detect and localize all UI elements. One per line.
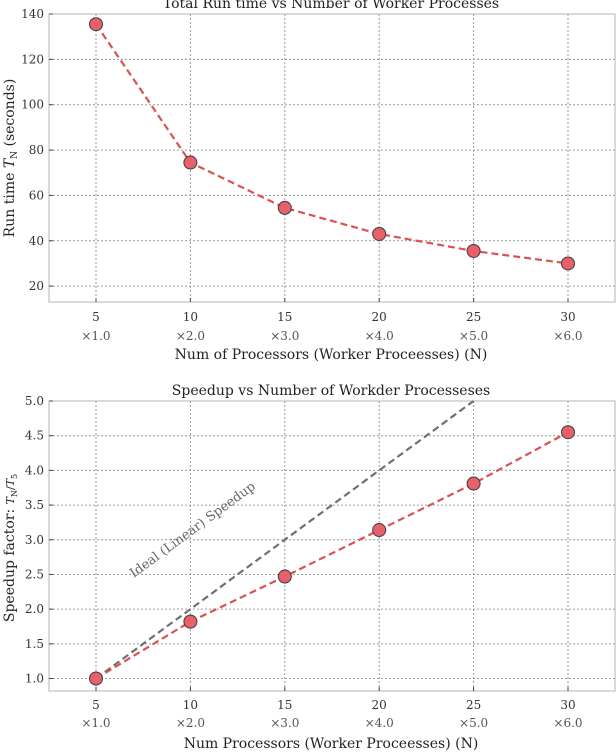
runtime-plot-frame: [48, 13, 616, 303]
speedup-x-tick-label: 5: [92, 698, 100, 712]
ideal-speedup-label: Ideal (Linear) Speedup: [127, 479, 258, 581]
speedup-x-tick-label: 25: [466, 698, 481, 712]
runtime-chart: Total Run time vs Number of Worker Proce…: [2, 0, 616, 363]
speedup-y-tick-label: 3.0: [25, 533, 44, 547]
speedup-y-tick-label: 3.5: [25, 498, 44, 512]
speedup-y-tick-label: 4.0: [25, 463, 44, 477]
runtime-x-tick-sublabel: ×3.0: [270, 329, 299, 343]
runtime-x-tick-sublabel: ×1.0: [81, 329, 110, 343]
runtime-series: [89, 17, 575, 271]
speedup-y-tick-label: 5.0: [25, 394, 44, 408]
speedup-data-point: [183, 614, 198, 629]
runtime-data-point: [89, 17, 103, 32]
speedup-x-tick-sublabel: ×3.0: [270, 716, 299, 730]
runtime-series-line: [95, 23, 569, 265]
speedup-y-tick-label: 1.0: [25, 672, 44, 686]
speedup-y-axis-title: Speedup factor: TN/T5: [2, 474, 19, 622]
runtime-x-tick-label: 10: [183, 310, 198, 324]
runtime-y-tick-label: 100: [21, 98, 44, 112]
speedup-ticks: 5 ×1.0 10 ×2.0 15 ×3.0 20 ×4.0 25 ×5.0 30 ×6.0 1.0 1.…: [25, 394, 583, 730]
runtime-x-tick-sublabel: ×4.0: [365, 329, 394, 343]
runtime-x-tick-label: 25: [466, 310, 481, 324]
speedup-data-point: [89, 671, 103, 686]
runtime-y-tick-label: 40: [29, 234, 44, 248]
speedup-series: [89, 425, 575, 686]
runtime-y-tick-label: 120: [21, 52, 44, 66]
runtime-data-point: [277, 200, 292, 215]
speedup-x-tick-label: 10: [183, 698, 198, 712]
runtime-data-point: [466, 243, 481, 258]
speedup-x-tick-sublabel: ×1.0: [81, 716, 110, 730]
speedup-y-tick-label: 2.5: [25, 567, 44, 581]
runtime-x-tick-label: 15: [277, 310, 292, 324]
speedup-x-tick-label: 30: [560, 698, 575, 712]
speedup-data-point: [277, 569, 292, 584]
runtime-ticks: 5 ×1.0 10 ×2.0 15 ×3.0 20 ×4.0 25 ×5.0 30 ×6.0 20 40 6…: [21, 7, 582, 343]
speedup-x-tick-sublabel: ×6.0: [553, 716, 582, 730]
runtime-x-tick-label: 20: [372, 310, 387, 324]
speedup-x-tick-sublabel: ×2.0: [176, 716, 205, 730]
runtime-data-point: [561, 256, 575, 271]
runtime-grid: [49, 13, 615, 302]
runtime-x-tick-sublabel: ×6.0: [553, 329, 582, 343]
speedup-data-point: [372, 523, 387, 538]
runtime-y-tick-label: 60: [29, 188, 44, 202]
speedup-x-tick-sublabel: ×5.0: [459, 716, 488, 730]
speedup-x-axis-title: Num Processors (Worker Proceesses) (N): [184, 736, 479, 752]
speedup-x-tick-sublabel: ×4.0: [365, 716, 394, 730]
speedup-plot-frame: [48, 400, 616, 692]
speedup-series-line: [95, 431, 569, 680]
speedup-y-tick-label: 1.5: [25, 637, 44, 651]
speedup-y-tick-label: 2.0: [25, 602, 44, 616]
speedup-chart: Speedup vs Number of Workder Processeses…: [2, 383, 616, 752]
runtime-x-tick-sublabel: ×2.0: [176, 329, 205, 343]
speedup-x-tick-label: 20: [372, 698, 387, 712]
speedup-y-tick-label: 4.5: [25, 429, 44, 443]
ideal-speedup-line: [95, 400, 475, 680]
runtime-y-axis-title: Run time TN (seconds): [2, 79, 20, 238]
speedup-x-tick-label: 15: [277, 698, 292, 712]
runtime-x-tick-sublabel: ×5.0: [459, 329, 488, 343]
runtime-data-point: [183, 155, 198, 170]
runtime-x-tick-label: 5: [92, 310, 100, 324]
speedup-chart-title: Speedup vs Number of Workder Processeses: [172, 383, 490, 399]
runtime-data-point: [372, 226, 387, 241]
runtime-y-tick-label: 140: [21, 7, 44, 21]
runtime-chart-title: Total Run time vs Number of Worker Proce…: [163, 0, 499, 12]
runtime-y-tick-label: 20: [29, 279, 44, 293]
speedup-grid: [49, 400, 615, 691]
speedup-data-point: [466, 476, 481, 491]
runtime-x-tick-label: 30: [560, 310, 575, 324]
runtime-x-axis-title: Num of Processors (Worker Proceesses) (N…: [175, 347, 488, 363]
runtime-y-tick-label: 80: [29, 143, 44, 157]
speedup-data-point: [561, 425, 575, 440]
